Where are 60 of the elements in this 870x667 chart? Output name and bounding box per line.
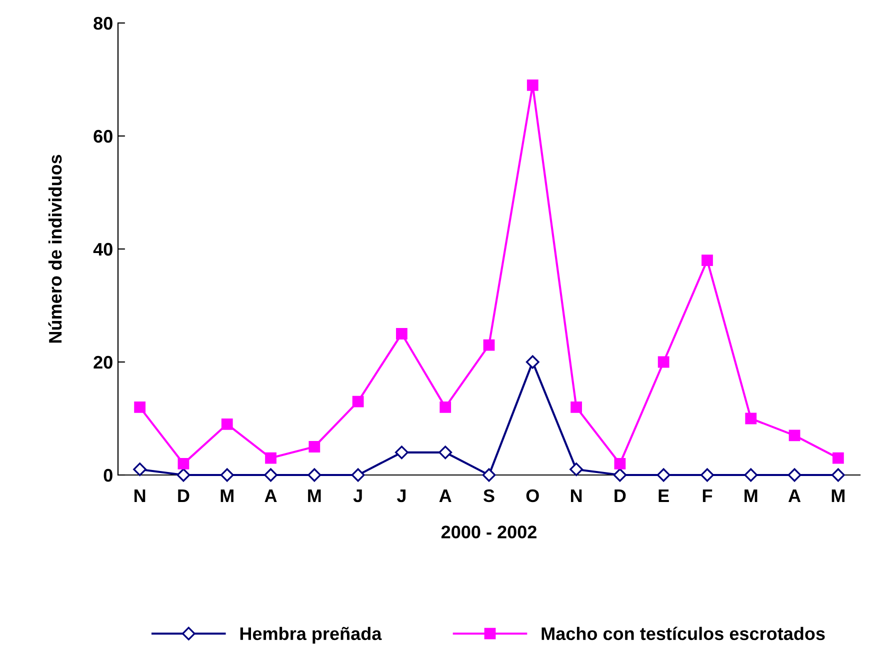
point (482, 468, 496, 482)
y-tick-label: 60 (94, 130, 112, 143)
x-tick-label: N (570, 490, 582, 502)
point (308, 441, 320, 452)
legend-label: Macho con testículos escrotados (542, 626, 825, 640)
point (178, 458, 190, 470)
point (832, 452, 844, 464)
point (438, 446, 452, 460)
y-tick-label: 20 (94, 356, 112, 369)
point (134, 402, 146, 413)
y-tick-label: 80 (94, 16, 112, 30)
point (308, 468, 322, 482)
x-tick-label: D (614, 490, 626, 502)
y-tick-label: 40 (93, 242, 112, 256)
x-tick-label: J (396, 490, 406, 502)
x-tick-label: J (353, 490, 362, 502)
point (702, 254, 713, 266)
point (394, 446, 408, 460)
point (658, 356, 670, 368)
point (265, 452, 276, 464)
point (396, 328, 408, 340)
point (613, 468, 627, 482)
point (656, 468, 670, 482)
x-tick-label: N (134, 490, 146, 502)
point (352, 396, 364, 408)
x-tick-label: M (308, 490, 321, 502)
y-tick-label: 0 (104, 468, 112, 482)
point (526, 79, 538, 91)
point (221, 418, 233, 430)
x-tick-label: M (832, 490, 844, 502)
point (570, 462, 584, 476)
x-tick-label: E (658, 490, 669, 502)
point (440, 402, 452, 413)
point (483, 339, 495, 351)
y-axis-title: Número de individuos (48, 154, 62, 343)
x-tick-label: A (439, 490, 452, 502)
x-tick-label: M (220, 490, 234, 502)
x-axis-title: 2000 - 2002 (441, 526, 536, 538)
point (220, 468, 234, 482)
point (788, 430, 800, 442)
x-tick-label: O (526, 489, 539, 502)
point (744, 468, 758, 482)
x-tick-label: M (744, 490, 758, 502)
point (745, 412, 757, 424)
x-tick-label: A (788, 490, 801, 502)
x-tick-label: D (178, 490, 190, 502)
point (570, 402, 582, 413)
legend-label: Hembra preñada (240, 626, 382, 644)
point (264, 468, 278, 482)
point (351, 468, 365, 482)
x-tick-label: F (702, 490, 712, 502)
point (788, 468, 802, 482)
point (133, 462, 147, 476)
point (176, 468, 190, 482)
point (614, 458, 626, 470)
point (831, 468, 845, 482)
point (700, 468, 714, 482)
x-tick-label: A (264, 490, 277, 502)
point (526, 355, 540, 369)
x-tick-label: S (483, 489, 494, 502)
